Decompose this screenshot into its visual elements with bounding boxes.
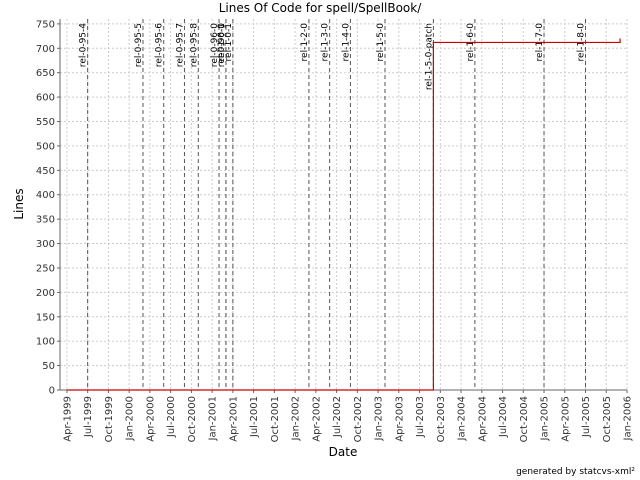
x-tick-label: Apr-1999 (62, 396, 73, 442)
plot-area (60, 19, 627, 390)
tag-label: rel-0-95-7 (175, 23, 185, 67)
y-tick-label: 200 (36, 288, 55, 299)
x-tick-label: Apr-2004 (477, 396, 488, 442)
x-tick-label: Jan-2006 (623, 396, 634, 441)
x-axis-label: Date (329, 445, 358, 459)
x-tick-label: Oct-2003 (436, 396, 447, 442)
tag-label: rel-1-5-0-patch (424, 23, 434, 90)
x-tick-label: Jul-2001 (249, 396, 260, 438)
y-tick-label: 750 (36, 19, 55, 30)
tag-label: rel-0-95-4 (79, 23, 89, 67)
x-tick-label: Jan-2004 (457, 396, 468, 441)
x-tick-label: Oct-1999 (104, 396, 115, 442)
x-tick-label: Jan-2001 (208, 396, 219, 441)
x-tick-label: Oct-2004 (519, 396, 530, 442)
y-tick-label: 700 (36, 44, 55, 55)
x-tick-label: Apr-2002 (311, 396, 322, 442)
tag-label: rel-1-0-1 (224, 23, 234, 61)
tag-label: rel-1-3-0 (321, 23, 331, 62)
x-tick-label: Jul-2004 (498, 396, 509, 438)
tag-label: rel-1-4-0 (341, 23, 351, 62)
tag-label: rel-0-95-8 (189, 23, 199, 67)
y-tick-label: 50 (42, 361, 55, 372)
x-tick-label: Oct-2005 (602, 396, 613, 442)
y-tick-label: 300 (36, 239, 55, 250)
tag-label: rel-0-95-5 (134, 23, 144, 67)
x-tick-label: Oct-2000 (187, 396, 198, 442)
y-tick-label: 250 (36, 263, 55, 274)
x-tick-label: Apr-2003 (394, 396, 405, 442)
footer: generated by statcvs-xml² (516, 467, 635, 477)
y-tick-label: 0 (49, 386, 55, 397)
y-tick-label: 600 (36, 93, 55, 104)
x-tick-label: Jul-1999 (83, 396, 94, 438)
y-tick-label: 550 (36, 117, 55, 128)
y-tick-label: 450 (36, 166, 55, 177)
y-tick-label: 500 (36, 141, 55, 152)
tag-label: rel-1-2-0 (300, 23, 310, 62)
x-tick-label: Apr-2001 (228, 396, 239, 442)
x-tick-label: Oct-2002 (353, 396, 364, 442)
x-tick-label: Jan-2002 (291, 396, 302, 441)
y-tick-label: 400 (36, 190, 55, 201)
tag-label: rel-0-95-6 (155, 23, 165, 67)
chart-title: Lines Of Code for spell/SpellBook/ (219, 1, 423, 15)
x-tick-label: Jul-2000 (166, 396, 177, 438)
y-tick-label: 350 (36, 215, 55, 226)
y-tick-label: 100 (36, 337, 55, 348)
line-series (66, 38, 621, 391)
tag-label: rel-0-96-0 (210, 23, 220, 67)
x-tick-label: Jul-2003 (415, 396, 426, 438)
tag-label: rel-1-0-0 (217, 23, 227, 62)
x-tick-label: Oct-2001 (270, 396, 281, 442)
x-tick-label: Apr-2005 (560, 396, 571, 442)
y-axis-label: Lines (12, 188, 26, 219)
x-tick-label: Jul-2002 (332, 396, 343, 438)
x-tick-label: Apr-2000 (145, 396, 156, 442)
x-tick-label: Jan-2003 (374, 396, 385, 441)
tag-label: rel-0-96-1 (217, 23, 227, 67)
x-tick-label: Jan-2005 (540, 396, 551, 441)
y-tick-label: 150 (36, 312, 55, 323)
y-tick-label: 650 (36, 68, 55, 79)
x-tick-label: Jul-2005 (581, 396, 592, 438)
tag-label: rel-1-5-0 (376, 23, 386, 62)
x-tick-label: Jan-2000 (125, 396, 136, 441)
